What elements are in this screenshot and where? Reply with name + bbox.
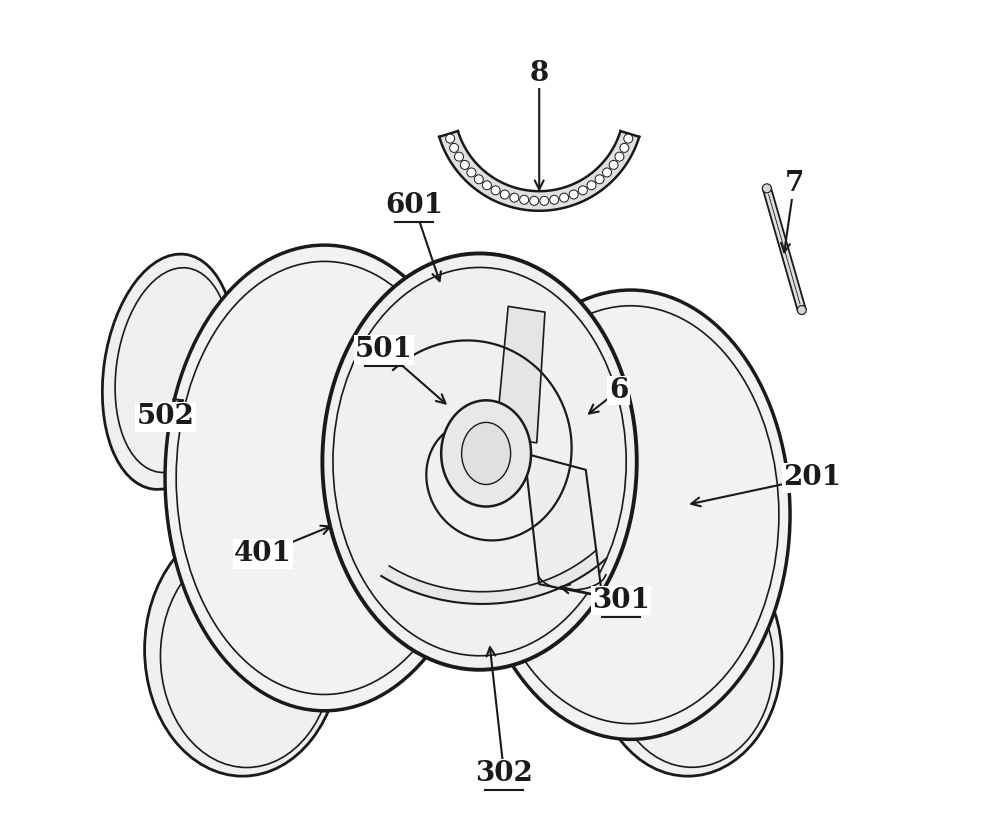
Circle shape xyxy=(602,168,611,177)
Circle shape xyxy=(540,196,549,205)
Circle shape xyxy=(560,193,569,202)
Circle shape xyxy=(797,306,806,315)
Circle shape xyxy=(530,196,539,205)
Circle shape xyxy=(446,134,455,143)
Circle shape xyxy=(587,181,596,190)
Ellipse shape xyxy=(333,267,626,656)
Text: 401: 401 xyxy=(234,540,292,568)
Text: 302: 302 xyxy=(475,760,533,788)
Circle shape xyxy=(595,175,604,184)
Circle shape xyxy=(510,193,519,202)
Ellipse shape xyxy=(145,523,341,776)
Ellipse shape xyxy=(322,253,637,670)
Text: 301: 301 xyxy=(592,587,650,614)
Circle shape xyxy=(500,190,509,199)
Ellipse shape xyxy=(115,268,231,472)
Text: 8: 8 xyxy=(530,60,549,87)
Ellipse shape xyxy=(594,539,782,776)
Circle shape xyxy=(482,181,491,190)
Circle shape xyxy=(578,185,587,194)
Circle shape xyxy=(569,190,578,199)
Ellipse shape xyxy=(483,306,779,724)
Text: 501: 501 xyxy=(355,336,413,364)
Ellipse shape xyxy=(165,245,484,711)
Text: 7: 7 xyxy=(784,170,804,198)
Circle shape xyxy=(455,152,463,161)
Polygon shape xyxy=(439,131,639,211)
Circle shape xyxy=(491,185,500,194)
Ellipse shape xyxy=(102,254,236,489)
Circle shape xyxy=(624,134,633,143)
Circle shape xyxy=(762,184,771,193)
Circle shape xyxy=(460,160,469,169)
Ellipse shape xyxy=(176,261,473,694)
Polygon shape xyxy=(496,306,545,443)
Ellipse shape xyxy=(471,290,790,739)
Circle shape xyxy=(467,168,476,177)
Circle shape xyxy=(609,160,618,169)
Circle shape xyxy=(615,152,624,161)
Polygon shape xyxy=(763,187,806,311)
Circle shape xyxy=(520,195,529,204)
Circle shape xyxy=(550,195,559,204)
Polygon shape xyxy=(381,550,606,604)
Text: 6: 6 xyxy=(609,377,628,404)
Text: 502: 502 xyxy=(136,403,194,431)
Circle shape xyxy=(620,144,629,153)
Polygon shape xyxy=(525,453,602,596)
Text: 201: 201 xyxy=(783,464,841,492)
Ellipse shape xyxy=(610,561,774,767)
Ellipse shape xyxy=(160,545,333,767)
Text: 601: 601 xyxy=(385,192,443,220)
Ellipse shape xyxy=(441,400,531,507)
Ellipse shape xyxy=(462,422,511,484)
Circle shape xyxy=(450,144,459,153)
Circle shape xyxy=(474,175,483,184)
